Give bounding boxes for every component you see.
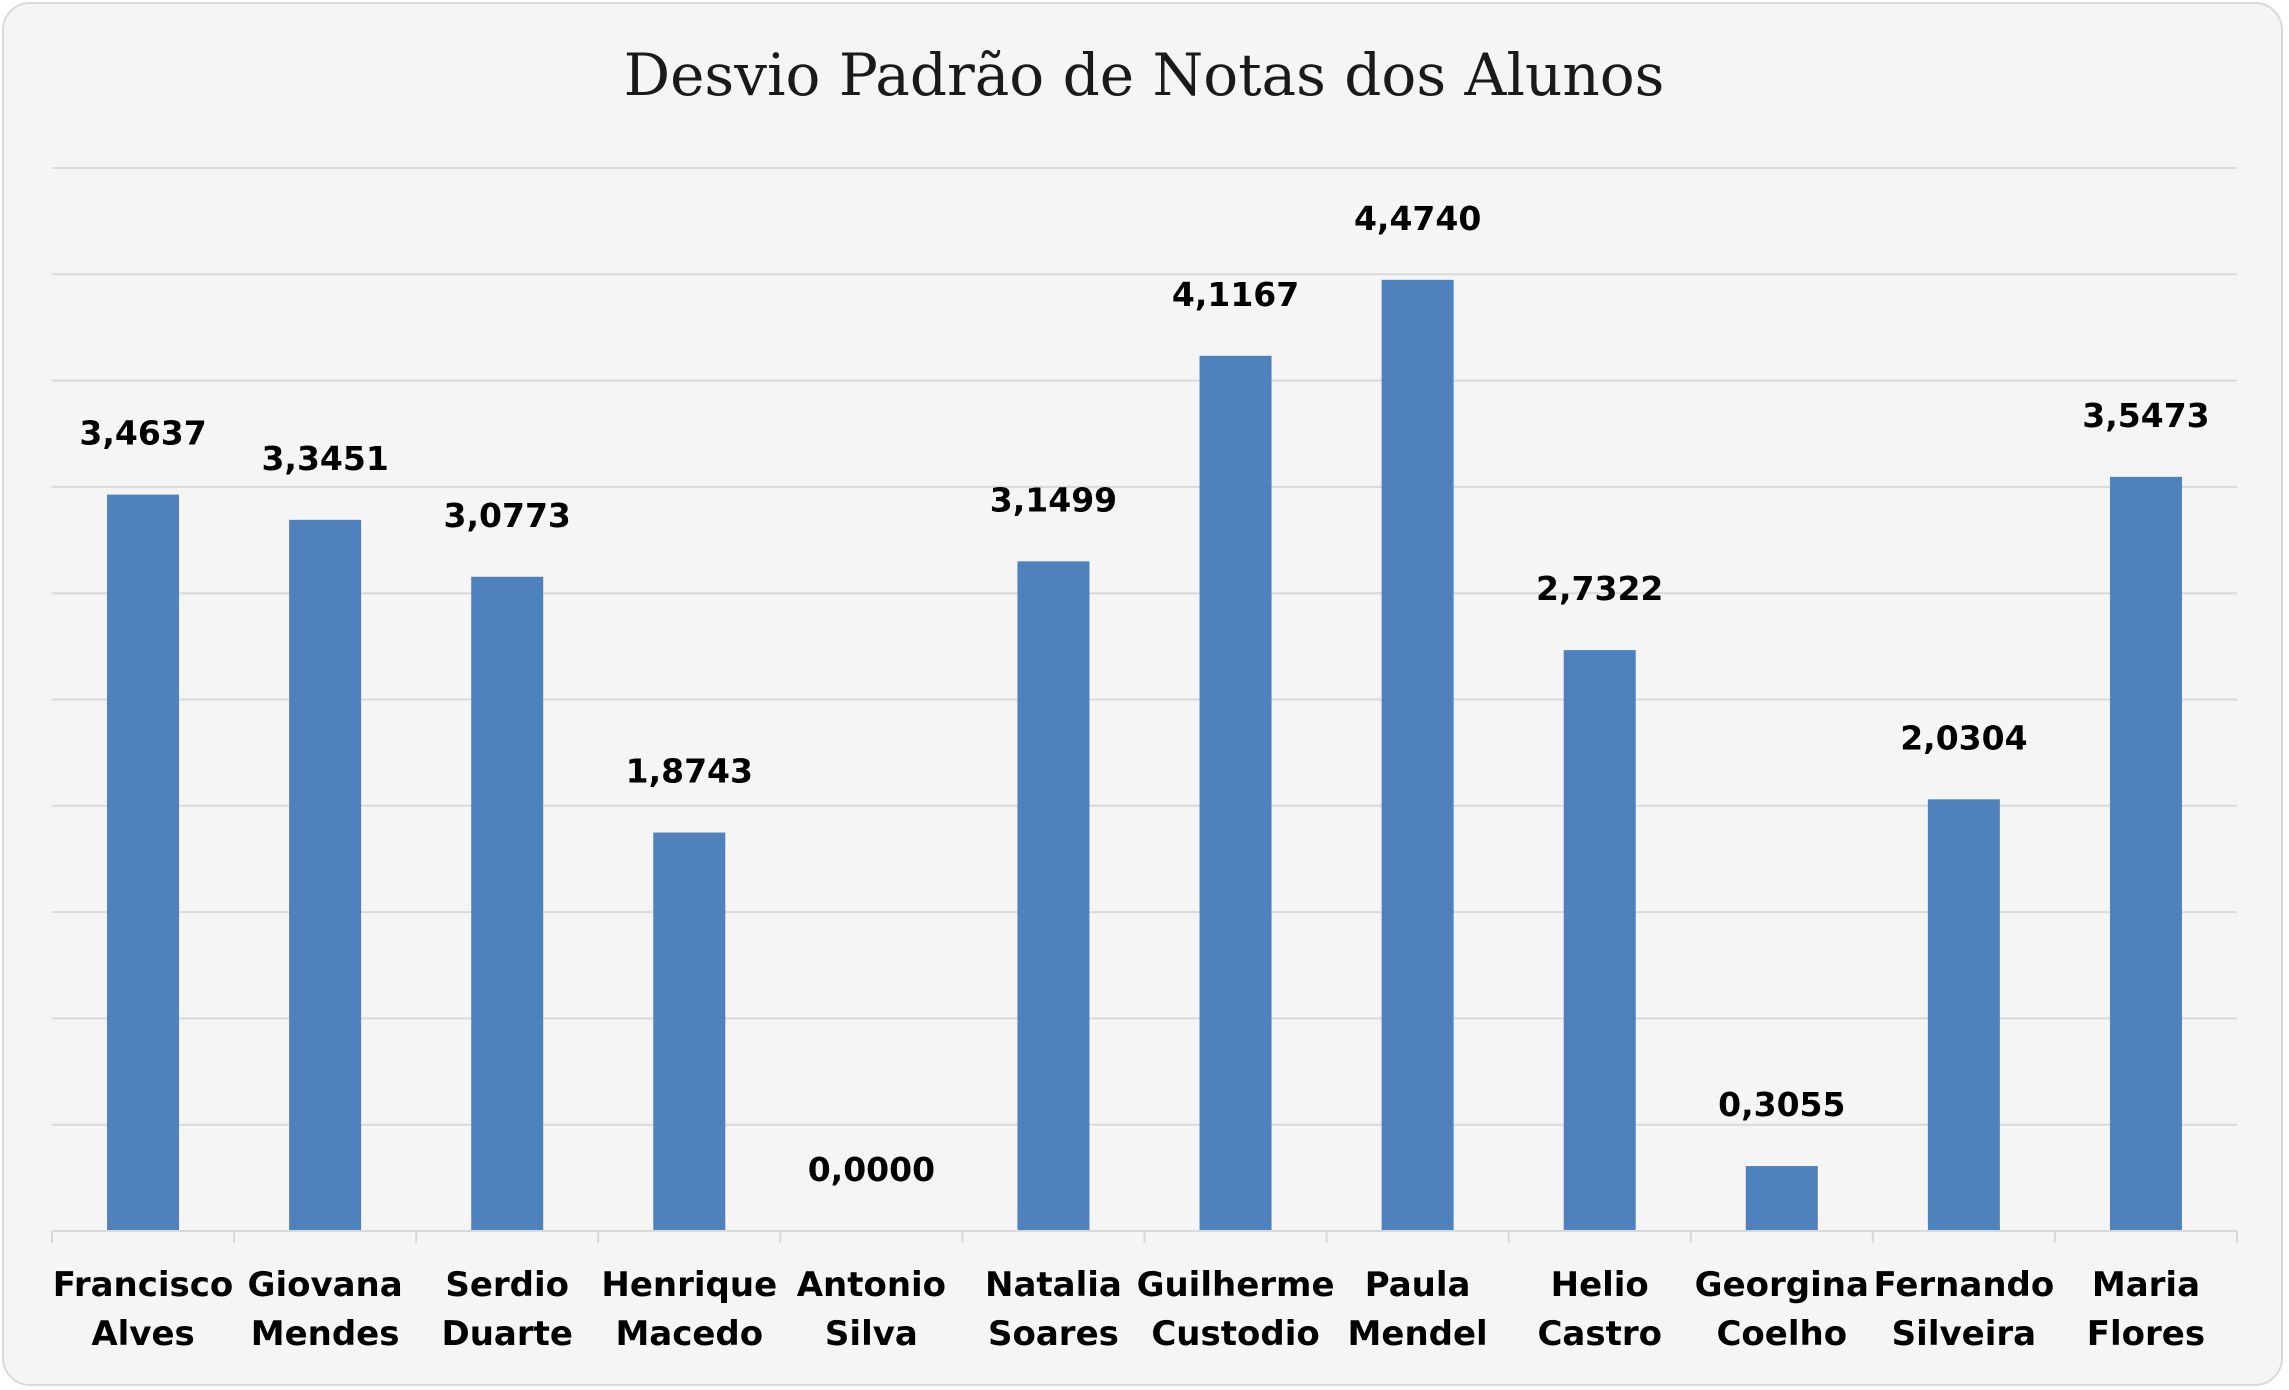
category-label: Serdio [445,1265,569,1305]
data-label: 3,1499 [990,480,1117,519]
category-label: Helio [1551,1265,1649,1305]
data-label: 3,3451 [261,439,388,478]
category-label: Francisco [53,1265,234,1305]
bar [1017,561,1090,1231]
chart-title: Desvio Padrão de Notas dos Alunos [624,41,1665,109]
category-label: Soares [988,1314,1119,1354]
category-label: Custodio [1151,1314,1319,1354]
data-label: 0,0000 [808,1150,935,1189]
data-label: 0,3055 [1718,1085,1845,1124]
data-label: 4,4740 [1354,199,1481,238]
category-label: Paula [1365,1265,1471,1305]
data-label: 3,4637 [79,414,206,453]
data-label: 1,8743 [626,752,753,791]
bars [107,279,2182,1232]
category-label: Macedo [615,1314,763,1354]
category-label: Giovana [248,1265,403,1305]
data-label: 3,5473 [2082,396,2209,435]
category-label: Mendel [1348,1314,1488,1354]
bar [471,576,544,1231]
category-label: Fernando [1874,1265,2055,1305]
bar [2109,476,2182,1232]
bar [289,519,362,1231]
category-label: Antonio [797,1265,946,1305]
bar [653,832,726,1231]
x-axis [51,1230,2238,1243]
category-label: Silveira [1892,1314,2036,1354]
bar [1563,650,1636,1231]
category-labels: Francisco Alves Giovana Mendes Serdio Duarte H… [53,1265,2205,1354]
category-label: Henrique [601,1265,777,1305]
category-label: Georgina [1695,1265,1869,1305]
category-label: Silva [825,1314,918,1354]
bar [1927,799,2000,1231]
category-label: Duarte [441,1314,572,1354]
category-label: Flores [2087,1314,2205,1354]
bar [107,494,180,1231]
category-label: Guilherme [1137,1265,1335,1305]
data-labels: 3,4637 3,3451 3,0773 1,8743 0,0000 3,1499 4,11… [79,199,2209,1189]
category-label: Natalia [985,1265,1122,1305]
bar [1745,1166,1818,1231]
data-label: 3,0773 [444,496,571,535]
data-label: 2,0304 [1900,718,2027,757]
bar [1381,279,1454,1231]
category-label: Mendes [251,1314,400,1354]
category-label: Alves [91,1314,194,1354]
category-label: Castro [1537,1314,1662,1354]
category-label: Coelho [1716,1314,1847,1354]
data-label: 4,1167 [1172,275,1299,314]
data-label: 2,7322 [1536,569,1663,608]
category-label: Maria [2092,1265,2200,1305]
gridlines [52,167,2237,1126]
bar [1199,355,1272,1232]
